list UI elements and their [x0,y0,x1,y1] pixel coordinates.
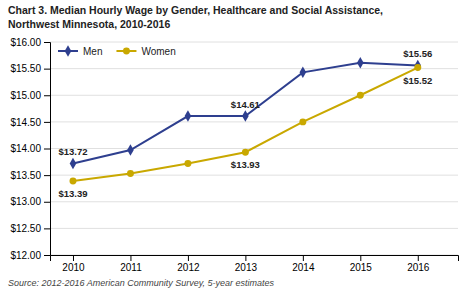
tick-mark [303,255,304,261]
marker [414,64,421,71]
value-labels: $13.72 $14.61 $15.56 $13.39 $13.93 $15.52 [58,48,432,199]
tick-mark [44,202,50,203]
tick-label: 2010 [62,262,85,273]
tick-mark [44,149,50,150]
tick-label: 2015 [350,262,373,273]
data-label: $13.72 [58,146,87,157]
tick-label: $12.00 [10,250,41,261]
tick: $14.50 [10,117,50,128]
grid-line [50,42,458,43]
legend-marker [65,45,72,56]
grid [50,42,458,255]
grid-line [50,68,458,69]
data-label: $15.52 [403,75,432,86]
tick-mark [73,255,74,261]
tick: $15.00 [10,90,50,101]
tick-mark [130,255,131,261]
grid-line [50,228,458,229]
tick-mark [188,255,189,261]
tick-mark [44,42,50,43]
tick-mark [44,228,50,229]
title: Chart 3. Median Hourly Wage by Gender, H… [8,4,383,16]
tick: $16.00 [10,37,50,48]
grid-line [50,95,458,96]
tick-mark [44,255,50,256]
data-label: $14.61 [231,99,261,110]
tick-label: 2016 [407,262,430,273]
tick-label: $13.00 [10,196,41,207]
axis-line [51,256,459,262]
tick-label: $13.50 [10,170,41,181]
tick-mark [44,122,50,123]
tick-label: $16.00 [10,37,41,48]
grid-line [50,121,458,122]
tick-label: $14.50 [10,117,41,128]
marker [299,118,306,125]
tick-label: 2014 [292,262,315,273]
tick-mark [360,255,361,261]
marker [185,110,192,121]
marker [127,144,134,155]
subtitle: Northwest Minnesota, 2010-2016 [8,18,170,30]
marker [242,149,249,156]
tick-label: $15.00 [10,90,41,101]
data-label: $13.93 [231,159,260,170]
tick: $15.50 [10,63,50,74]
tick-mark [44,95,50,96]
tick-mark [44,175,50,176]
tick: 2010 [62,255,85,273]
tick-label: $15.50 [10,63,41,74]
marker [357,92,364,99]
tick: 2013 [235,255,258,273]
grid-line [50,201,458,202]
tick: $14.00 [10,143,50,154]
tick: $12.00 [10,250,50,261]
legend: Men Women [58,45,176,56]
marker [357,57,364,68]
marker [300,67,307,78]
tick: 2015 [350,255,373,273]
axis-line [44,43,51,256]
tick-label: $12.50 [10,223,41,234]
y-axis: $12.00 $12.50 $13.00 $13.50 $14.00 $14.50 $15.… [10,37,50,261]
legend-item: Women [116,46,175,57]
tick: $12.50 [10,223,50,234]
tick: $13.50 [10,170,50,181]
legend-label: Men [83,46,102,57]
tick-label: 2011 [120,262,142,273]
data-label: $13.39 [58,188,87,199]
tick-mark [418,255,419,261]
series-line [73,63,418,164]
tick: 2016 [407,255,430,273]
tick: 2014 [292,255,315,273]
marker [70,178,77,185]
tick-mark [44,69,50,70]
marker [127,170,134,177]
series-line [73,68,418,181]
x-axis: 2010 2011 2012 2013 2014 2015 2016 [51,255,459,273]
legend-label: Women [141,46,175,57]
tick: 2011 [120,255,142,273]
legend-marker [123,48,130,55]
marker [184,160,191,167]
data-label: $15.56 [403,48,432,59]
marker [70,158,77,169]
marker [414,60,421,71]
tick-mark [245,255,246,261]
chart: Chart 3. Median Hourly Wage by Gender, H… [0,0,474,291]
tick-label: $14.00 [10,143,41,154]
plot-area [70,57,422,184]
tick-label: 2013 [235,262,258,273]
tick-label: 2012 [177,262,200,273]
source-note: Source: 2012-2016 American Community Sur… [8,278,275,288]
tick: $13.00 [10,196,50,207]
legend-item: Men [58,45,102,56]
tick: 2012 [177,255,200,273]
marker [242,110,249,121]
